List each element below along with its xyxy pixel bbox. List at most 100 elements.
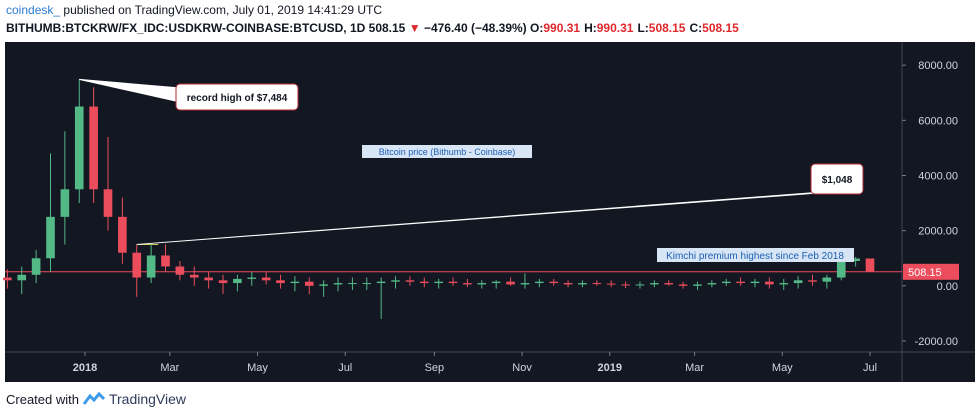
candle-body	[3, 277, 12, 281]
last-price-label: 508.15	[908, 267, 942, 279]
candle-body	[319, 284, 328, 286]
last-price: 508.15	[368, 21, 406, 35]
candle-body	[477, 283, 487, 285]
series-label-box	[362, 145, 532, 158]
candle-body	[750, 281, 760, 284]
ohlc-label: L:	[637, 21, 649, 35]
candle-body	[736, 281, 745, 284]
y-tick-label: 8000.00	[918, 60, 958, 72]
candle-body	[247, 277, 257, 279]
candle-body	[362, 283, 372, 285]
callout-text: $1,048	[822, 175, 853, 186]
candle-body	[74, 106, 84, 190]
series-label: Bitcoin price (Bithumb - Coinbase)	[379, 147, 516, 157]
callout-text: record high of $7,484	[187, 93, 288, 104]
premium-label: Kimchi premium highest since Feb 2018	[666, 251, 844, 262]
candle-body	[89, 106, 98, 190]
candle-body	[563, 283, 573, 285]
candle-body	[175, 266, 185, 275]
symbol-line: BITHUMB:BTCKRW/FX_IDC:USDKRW-COINBASE:BT…	[6, 21, 743, 35]
x-tick-label: Mar	[685, 362, 704, 374]
callout-box	[810, 163, 864, 195]
x-tick-label: Sep	[425, 362, 445, 374]
footer: Created with TradingView	[6, 391, 186, 407]
candle-body	[678, 284, 688, 286]
logo-mark	[82, 392, 105, 405]
x-tick-label: Nov	[512, 362, 532, 374]
candle-body	[865, 258, 875, 272]
published: published on TradingView.com, July 01, 2…	[63, 3, 383, 17]
change-arrow: ▼	[408, 21, 421, 35]
candle-body	[161, 255, 170, 267]
candle-body	[46, 216, 55, 259]
candle-body	[721, 281, 731, 284]
candle-body	[506, 281, 515, 285]
last-price-tag	[903, 263, 959, 280]
candle-body	[17, 274, 27, 281]
candle-body	[535, 281, 544, 284]
x-tick-label: Jul	[863, 362, 877, 374]
candle-body	[31, 258, 41, 275]
ohlc: O:990.31 H:990.31 L:508.15 C:508.15	[530, 21, 743, 35]
symbol: BITHUMB:BTCKRW/FX_IDC:USDKRW-COINBASE:BT…	[6, 21, 366, 35]
candle-body	[650, 283, 659, 285]
change: −476.40 (−48.39%)	[423, 21, 527, 35]
candle-body	[621, 284, 630, 286]
candle-body	[233, 278, 242, 284]
candle-body	[261, 277, 271, 281]
publish-line: coindesk_ published on TradingView.com, …	[6, 3, 382, 17]
x-tick-label: May	[772, 362, 793, 374]
ohlc-label: O:	[530, 21, 544, 35]
ohlc-value: 990.31	[543, 21, 581, 35]
candle-body	[103, 189, 113, 217]
ohlc-value: 508.15	[702, 21, 739, 35]
candle-body	[448, 281, 458, 284]
x-tick-label: 2018	[73, 362, 97, 374]
y-tick-label: -2000.00	[915, 336, 958, 348]
candle-body	[333, 283, 343, 285]
candle-body	[434, 281, 443, 284]
candle-body	[419, 281, 429, 284]
candle-body	[218, 280, 228, 284]
x-tick-label: Mar	[160, 362, 179, 374]
candle-body	[348, 283, 357, 285]
callout-box	[175, 83, 299, 111]
candle-body	[391, 280, 400, 282]
candle-body	[592, 283, 602, 285]
candle-body	[851, 258, 860, 261]
candle-body	[60, 189, 70, 217]
candle-body	[693, 284, 702, 286]
candle-body	[290, 281, 300, 284]
candle-body	[707, 283, 717, 285]
y-tick-label: 6000.00	[918, 115, 958, 127]
candle-body	[491, 281, 501, 284]
candle-body	[606, 283, 616, 285]
x-tick-label: May	[247, 362, 268, 374]
x-tick-label: 2019	[598, 362, 622, 374]
candle-body	[304, 281, 314, 286]
candle-body	[189, 274, 199, 278]
candle-body	[549, 281, 559, 284]
candle-body	[822, 277, 832, 282]
ohlc-value: 508.15	[648, 21, 686, 35]
brand[interactable]: TradingView	[108, 391, 187, 407]
candle-body	[132, 252, 142, 278]
footer-text: Created with	[6, 391, 79, 407]
premium-label-box	[657, 248, 854, 262]
candle-body	[405, 280, 415, 282]
candle-body	[793, 280, 803, 284]
candle-body	[520, 283, 530, 285]
candle-body	[779, 283, 789, 285]
candle-body	[765, 281, 774, 285]
candle-body	[118, 216, 127, 253]
candle-body	[146, 255, 156, 278]
x-tick-label: Jul	[338, 362, 352, 374]
candle-body	[376, 281, 386, 284]
ohlc-value: 990.31	[596, 21, 634, 35]
author[interactable]: coindesk_	[6, 3, 61, 17]
candle-body	[204, 277, 213, 281]
ohlc-label: H:	[584, 21, 597, 35]
candle-body	[276, 280, 285, 284]
